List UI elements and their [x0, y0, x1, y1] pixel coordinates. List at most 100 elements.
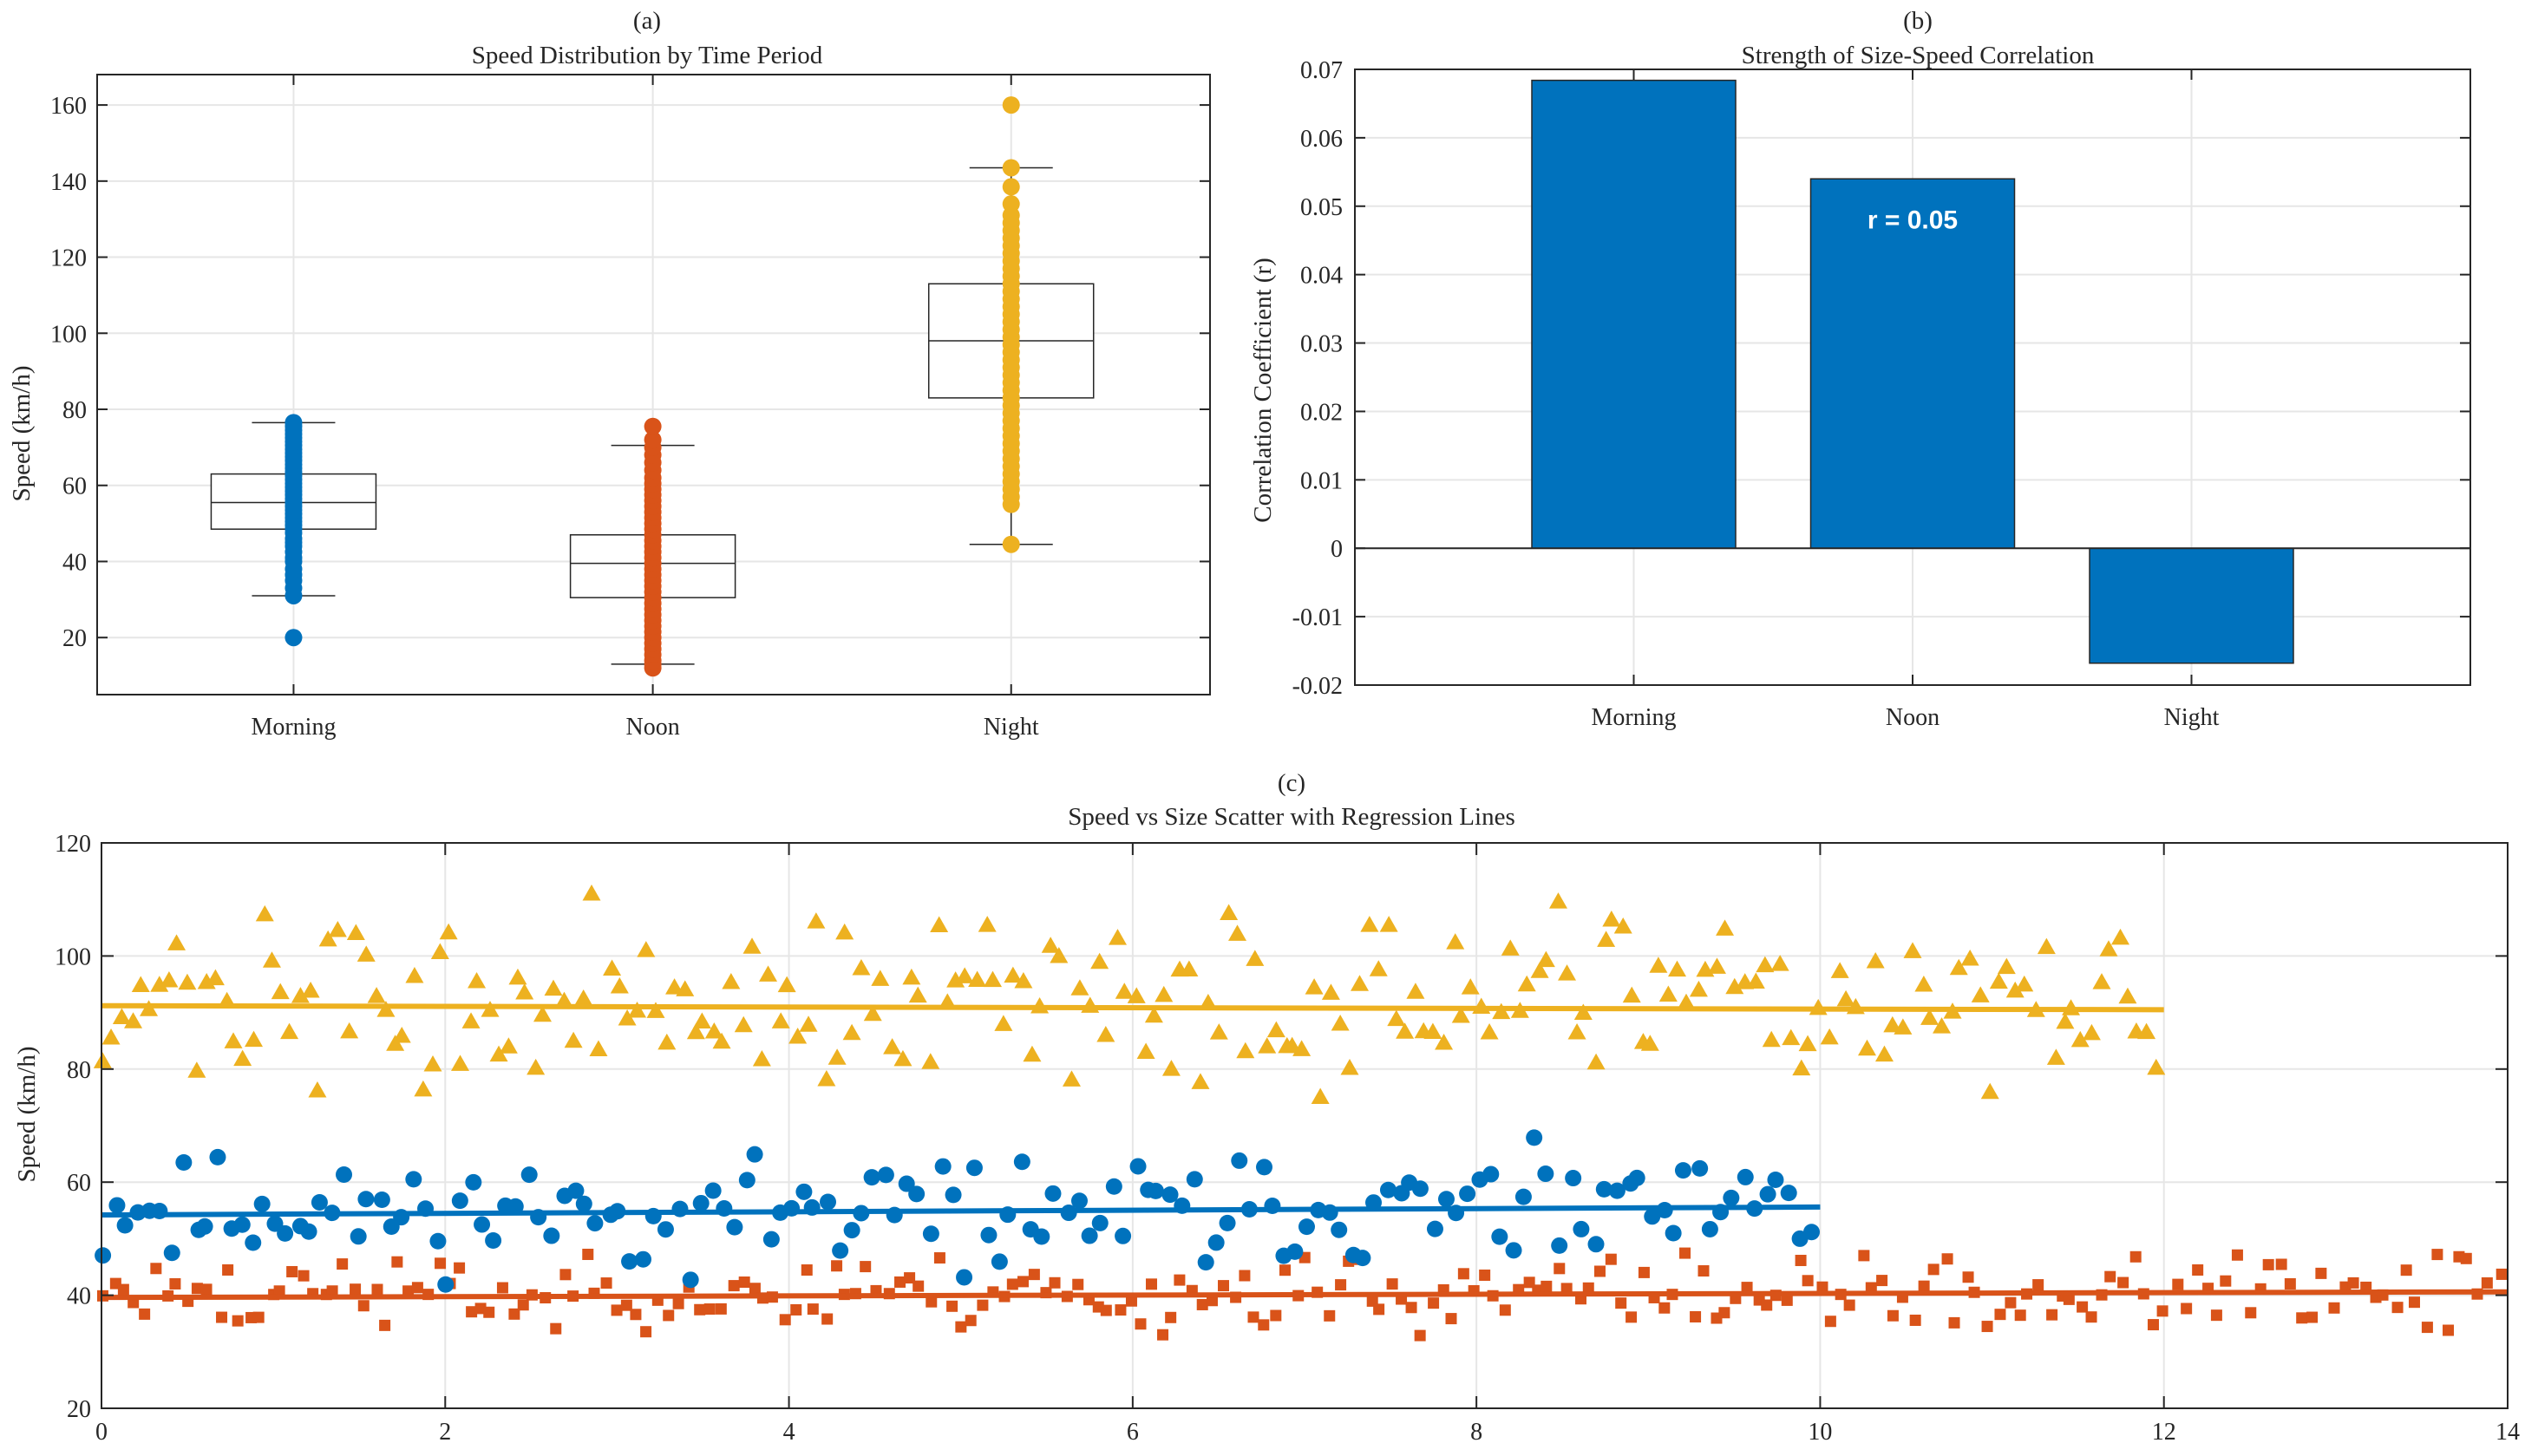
panel-c-point-night	[1836, 989, 1855, 1007]
panel-c-point-night	[346, 924, 365, 941]
panel-c-point-night	[777, 976, 796, 993]
panel-c-point-night	[1220, 904, 1239, 920]
panel-c-point-night	[722, 972, 741, 989]
panel-c-point-noon	[1258, 1319, 1270, 1331]
panel-c-point-morning	[635, 1250, 651, 1268]
panel-b-label: (b)	[1903, 7, 1933, 35]
panel-c-point-noon	[790, 1303, 802, 1316]
panel-c-point-noon	[1386, 1278, 1398, 1290]
panel-b-y-tick-label: -0.02	[1292, 673, 1343, 700]
panel-c-point-noon	[1457, 1268, 1469, 1280]
panel-c-point-noon	[672, 1297, 684, 1309]
panel-c-point-morning	[543, 1227, 560, 1244]
panel-c-point-morning	[1231, 1152, 1248, 1169]
panel-c-point-night	[1406, 983, 1425, 999]
panel-c-point-noon	[1157, 1329, 1169, 1341]
panel-c-point-morning	[1780, 1185, 1797, 1202]
panel-c-point-morning	[485, 1231, 502, 1249]
panel-c-point-night	[1689, 980, 1708, 997]
panel-c-point-night	[131, 976, 150, 993]
panel-c-point-night	[2082, 1023, 2101, 1041]
panel-c-point-noon	[139, 1308, 151, 1320]
panel-c-point-night	[392, 1026, 411, 1043]
panel-c-point-noon	[1781, 1294, 1793, 1306]
panel-c-point-noon	[1125, 1295, 1137, 1307]
panel-c-point-morning	[1737, 1168, 1754, 1185]
panel-c-point-night	[291, 987, 310, 1003]
panel-c-point-morning	[1514, 1188, 1532, 1205]
panel-c-point-noon	[1941, 1253, 1953, 1265]
panel-c-point-night	[508, 968, 527, 985]
panel-c-point-night	[955, 967, 974, 983]
panel-c-x-tick-label: 12	[2152, 1419, 2176, 1446]
panel-c-point-noon	[2085, 1311, 2097, 1323]
panel-c-point-night	[1501, 939, 1520, 956]
panel-c-point-night	[1014, 972, 1033, 989]
panel-c-point-night	[2111, 928, 2130, 945]
panel-a-point-night	[1002, 195, 1020, 213]
panel-c-point-night	[1266, 1021, 1285, 1038]
panel-c-y-tick-label: 60	[67, 1170, 91, 1197]
panel-b-y-tick-label: 0.05	[1300, 194, 1343, 221]
panel-c-point-night	[1782, 1028, 1801, 1046]
panel-c-point-morning	[300, 1223, 317, 1240]
panel-c-point-night	[1883, 1015, 1902, 1033]
panel-a-y-tick-label: 80	[62, 397, 87, 424]
panel-c-point-night	[564, 1031, 583, 1048]
panel-c-point-noon	[1499, 1304, 1511, 1316]
panel-c-point-noon	[1006, 1278, 1018, 1290]
panel-c-point-night	[827, 1048, 847, 1065]
panel-c-point-noon	[350, 1283, 362, 1296]
panel-c-regression-line-night	[101, 1002, 2164, 1013]
panel-c-point-noon	[1174, 1274, 1186, 1286]
panel-c-point-noon	[1135, 1318, 1147, 1330]
panel-c-ylabel: Speed (km/h)	[13, 1046, 41, 1182]
panel-c-point-night	[499, 1037, 518, 1054]
panel-c-point-night	[1989, 972, 2008, 989]
panel-c-point-noon	[620, 1299, 632, 1311]
panel-c-point-noon	[1196, 1298, 1208, 1310]
panel-c-point-noon	[2129, 1250, 2142, 1263]
panel-c-point-noon	[1741, 1282, 1753, 1294]
panel-b-bar-morning	[1531, 79, 1737, 549]
panel-c-point-noon	[807, 1303, 819, 1316]
panel-c-point-night	[1971, 986, 1990, 1002]
panel-c-point-morning	[795, 1183, 813, 1200]
panel-c-point-noon	[694, 1303, 706, 1316]
panel-c-point-night	[2118, 987, 2137, 1004]
panel-c-point-night	[1530, 962, 1549, 978]
panel-c-point-night	[167, 934, 186, 950]
panel-c-point-night	[799, 1015, 818, 1032]
panel-c-point-noon	[2181, 1303, 2193, 1315]
panel-c-point-night	[1716, 919, 1735, 936]
panel-a-box-noon	[569, 417, 736, 677]
panel-c-point-night	[1820, 1028, 1839, 1045]
panel-c-point-night	[759, 965, 778, 982]
panel-c-point-night	[930, 916, 949, 932]
panel-c-point-night	[1236, 1041, 1255, 1059]
panel-c-point-morning	[520, 1166, 538, 1184]
panel-c-point-night	[1451, 1006, 1470, 1023]
panel-c-point-morning	[934, 1158, 952, 1175]
panel-c-point-noon	[216, 1311, 228, 1323]
panel-c-point-morning	[1437, 1191, 1455, 1208]
panel-c-point-noon	[1948, 1316, 1960, 1329]
panel-c-point-noon	[2245, 1307, 2257, 1319]
panel-c-point-noon	[466, 1306, 478, 1318]
panel-c-point-night	[1725, 977, 1744, 995]
panel-c-point-night	[112, 1008, 131, 1025]
panel-c-point-night	[1558, 964, 1577, 981]
panel-c-point-morning	[738, 1172, 756, 1189]
panel-c-point-morning	[1147, 1182, 1164, 1199]
panel-c-point-night	[742, 937, 762, 954]
panel-c-point-noon	[2172, 1278, 2184, 1290]
panel-c-point-morning	[1091, 1214, 1109, 1231]
panel-c-point-night	[946, 971, 965, 988]
panel-c-point-morning	[1379, 1181, 1397, 1198]
panel-c-point-morning	[965, 1159, 983, 1177]
panel-c-point-morning	[1115, 1227, 1132, 1244]
panel-c-point-noon	[749, 1283, 761, 1295]
panel-c-point-noon	[1100, 1304, 1112, 1316]
panel-c-point-night	[468, 971, 487, 989]
panel-c-point-night	[1136, 1042, 1155, 1060]
